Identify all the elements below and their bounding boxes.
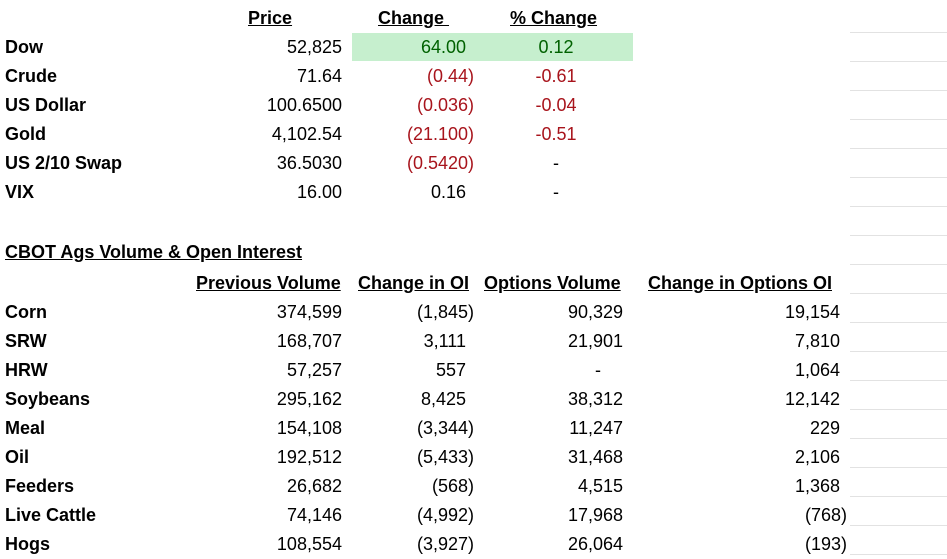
change-in-options-oi: (768) <box>804 505 847 525</box>
column-header: Change <box>378 8 450 28</box>
row-label: Oil <box>5 447 30 467</box>
row-label: HRW <box>5 360 48 380</box>
previous-volume: 26,682 <box>286 476 342 496</box>
grid-line <box>850 32 947 33</box>
row-label: Gold <box>5 124 46 144</box>
grid-line <box>850 119 947 120</box>
column-header: Options Volume <box>484 273 621 293</box>
column-header: Previous Volume <box>196 273 341 293</box>
change: (21.100) <box>406 124 474 144</box>
grid-line <box>850 322 947 323</box>
row-label: Live Cattle <box>5 505 97 525</box>
column-header: % Change <box>510 8 598 28</box>
change-in-options-oi: 1,368 <box>794 476 840 496</box>
previous-volume: 295,162 <box>276 389 342 409</box>
price: 71.64 <box>296 66 342 86</box>
price: 36.5030 <box>276 153 342 173</box>
pct-change: -0.51 <box>535 124 577 144</box>
previous-volume: 154,108 <box>276 418 342 438</box>
grid-line <box>850 235 947 236</box>
pct-change: - <box>553 182 559 202</box>
row-label: Feeders <box>5 476 75 496</box>
row-label: Hogs <box>5 534 50 554</box>
grid-line <box>850 467 947 468</box>
previous-volume: 374,599 <box>276 302 342 322</box>
change-in-options-oi: (193) <box>804 534 847 554</box>
change-in-oi: (1,845) <box>416 302 474 322</box>
change-in-oi: (4,992) <box>416 505 474 525</box>
grid-line <box>850 525 947 526</box>
change-in-options-oi: 7,810 <box>794 331 840 351</box>
change: (0.44) <box>426 66 474 86</box>
price: 100.6500 <box>266 95 342 115</box>
row-label: Dow <box>5 37 43 57</box>
options-volume: 26,064 <box>567 534 623 554</box>
row-label: Meal <box>5 418 46 438</box>
change-in-options-oi: 2,106 <box>794 447 840 467</box>
column-header: Change in Options OI <box>648 273 832 293</box>
change-in-oi: (568) <box>431 476 474 496</box>
grid-line <box>850 351 947 352</box>
options-volume: 4,515 <box>577 476 623 496</box>
grid-line <box>850 496 947 497</box>
grid-line <box>850 409 947 410</box>
pct-change: 0.12 <box>538 37 574 57</box>
change-in-oi: (3,344) <box>416 418 474 438</box>
row-label: Crude <box>5 66 58 86</box>
change-in-oi: 8,425 <box>420 389 466 409</box>
change-in-options-oi: 229 <box>809 418 840 438</box>
change-in-options-oi: 12,142 <box>784 389 840 409</box>
change-in-oi: 3,111 <box>423 331 466 351</box>
column-header: Change in OI <box>358 273 470 293</box>
options-volume: - <box>595 360 601 380</box>
options-volume: 21,901 <box>567 331 623 351</box>
row-label: VIX <box>5 182 35 202</box>
pct-change: - <box>553 153 559 173</box>
pct-change: -0.04 <box>535 95 577 115</box>
grid-line <box>850 177 947 178</box>
previous-volume: 57,257 <box>286 360 342 380</box>
grid-line <box>850 206 947 207</box>
options-volume: 90,329 <box>567 302 623 322</box>
grid-line <box>850 61 947 62</box>
price: 16.00 <box>296 182 342 202</box>
price: 4,102.54 <box>271 124 342 144</box>
row-label: US 2/10 Swap <box>5 153 123 173</box>
pct-change: -0.61 <box>535 66 577 86</box>
row-label: SRW <box>5 331 47 351</box>
grid-line <box>850 438 947 439</box>
highlight-cell <box>352 33 633 61</box>
change: (0.036) <box>416 95 474 115</box>
previous-volume: 74,146 <box>286 505 342 525</box>
row-label: Soybeans <box>5 389 91 409</box>
column-header: Price <box>248 8 293 28</box>
options-volume: 11,247 <box>569 418 623 438</box>
previous-volume: 192,512 <box>276 447 342 467</box>
grid-line <box>850 264 947 265</box>
change: 0.16 <box>430 182 466 202</box>
price: 52,825 <box>286 37 342 57</box>
options-volume: 38,312 <box>567 389 623 409</box>
change: 64.00 <box>420 37 466 57</box>
change-in-options-oi: 1,064 <box>794 360 840 380</box>
grid-line <box>850 554 947 555</box>
change-in-oi: (5,433) <box>416 447 474 467</box>
change-in-oi: 557 <box>435 360 466 380</box>
change: (0.5420) <box>406 153 474 173</box>
section-title: CBOT Ags Volume & Open Interest <box>5 242 303 262</box>
grid-line <box>850 293 947 294</box>
grid-line <box>850 148 947 149</box>
options-volume: 31,468 <box>567 447 623 467</box>
change-in-options-oi: 19,154 <box>784 302 840 322</box>
change-in-oi: (3,927) <box>416 534 474 554</box>
row-label: Corn <box>5 302 47 322</box>
grid-line <box>850 380 947 381</box>
previous-volume: 168,707 <box>276 331 342 351</box>
row-label: US Dollar <box>5 95 87 115</box>
options-volume: 17,968 <box>567 505 623 525</box>
previous-volume: 108,554 <box>276 534 342 554</box>
grid-line <box>850 90 947 91</box>
